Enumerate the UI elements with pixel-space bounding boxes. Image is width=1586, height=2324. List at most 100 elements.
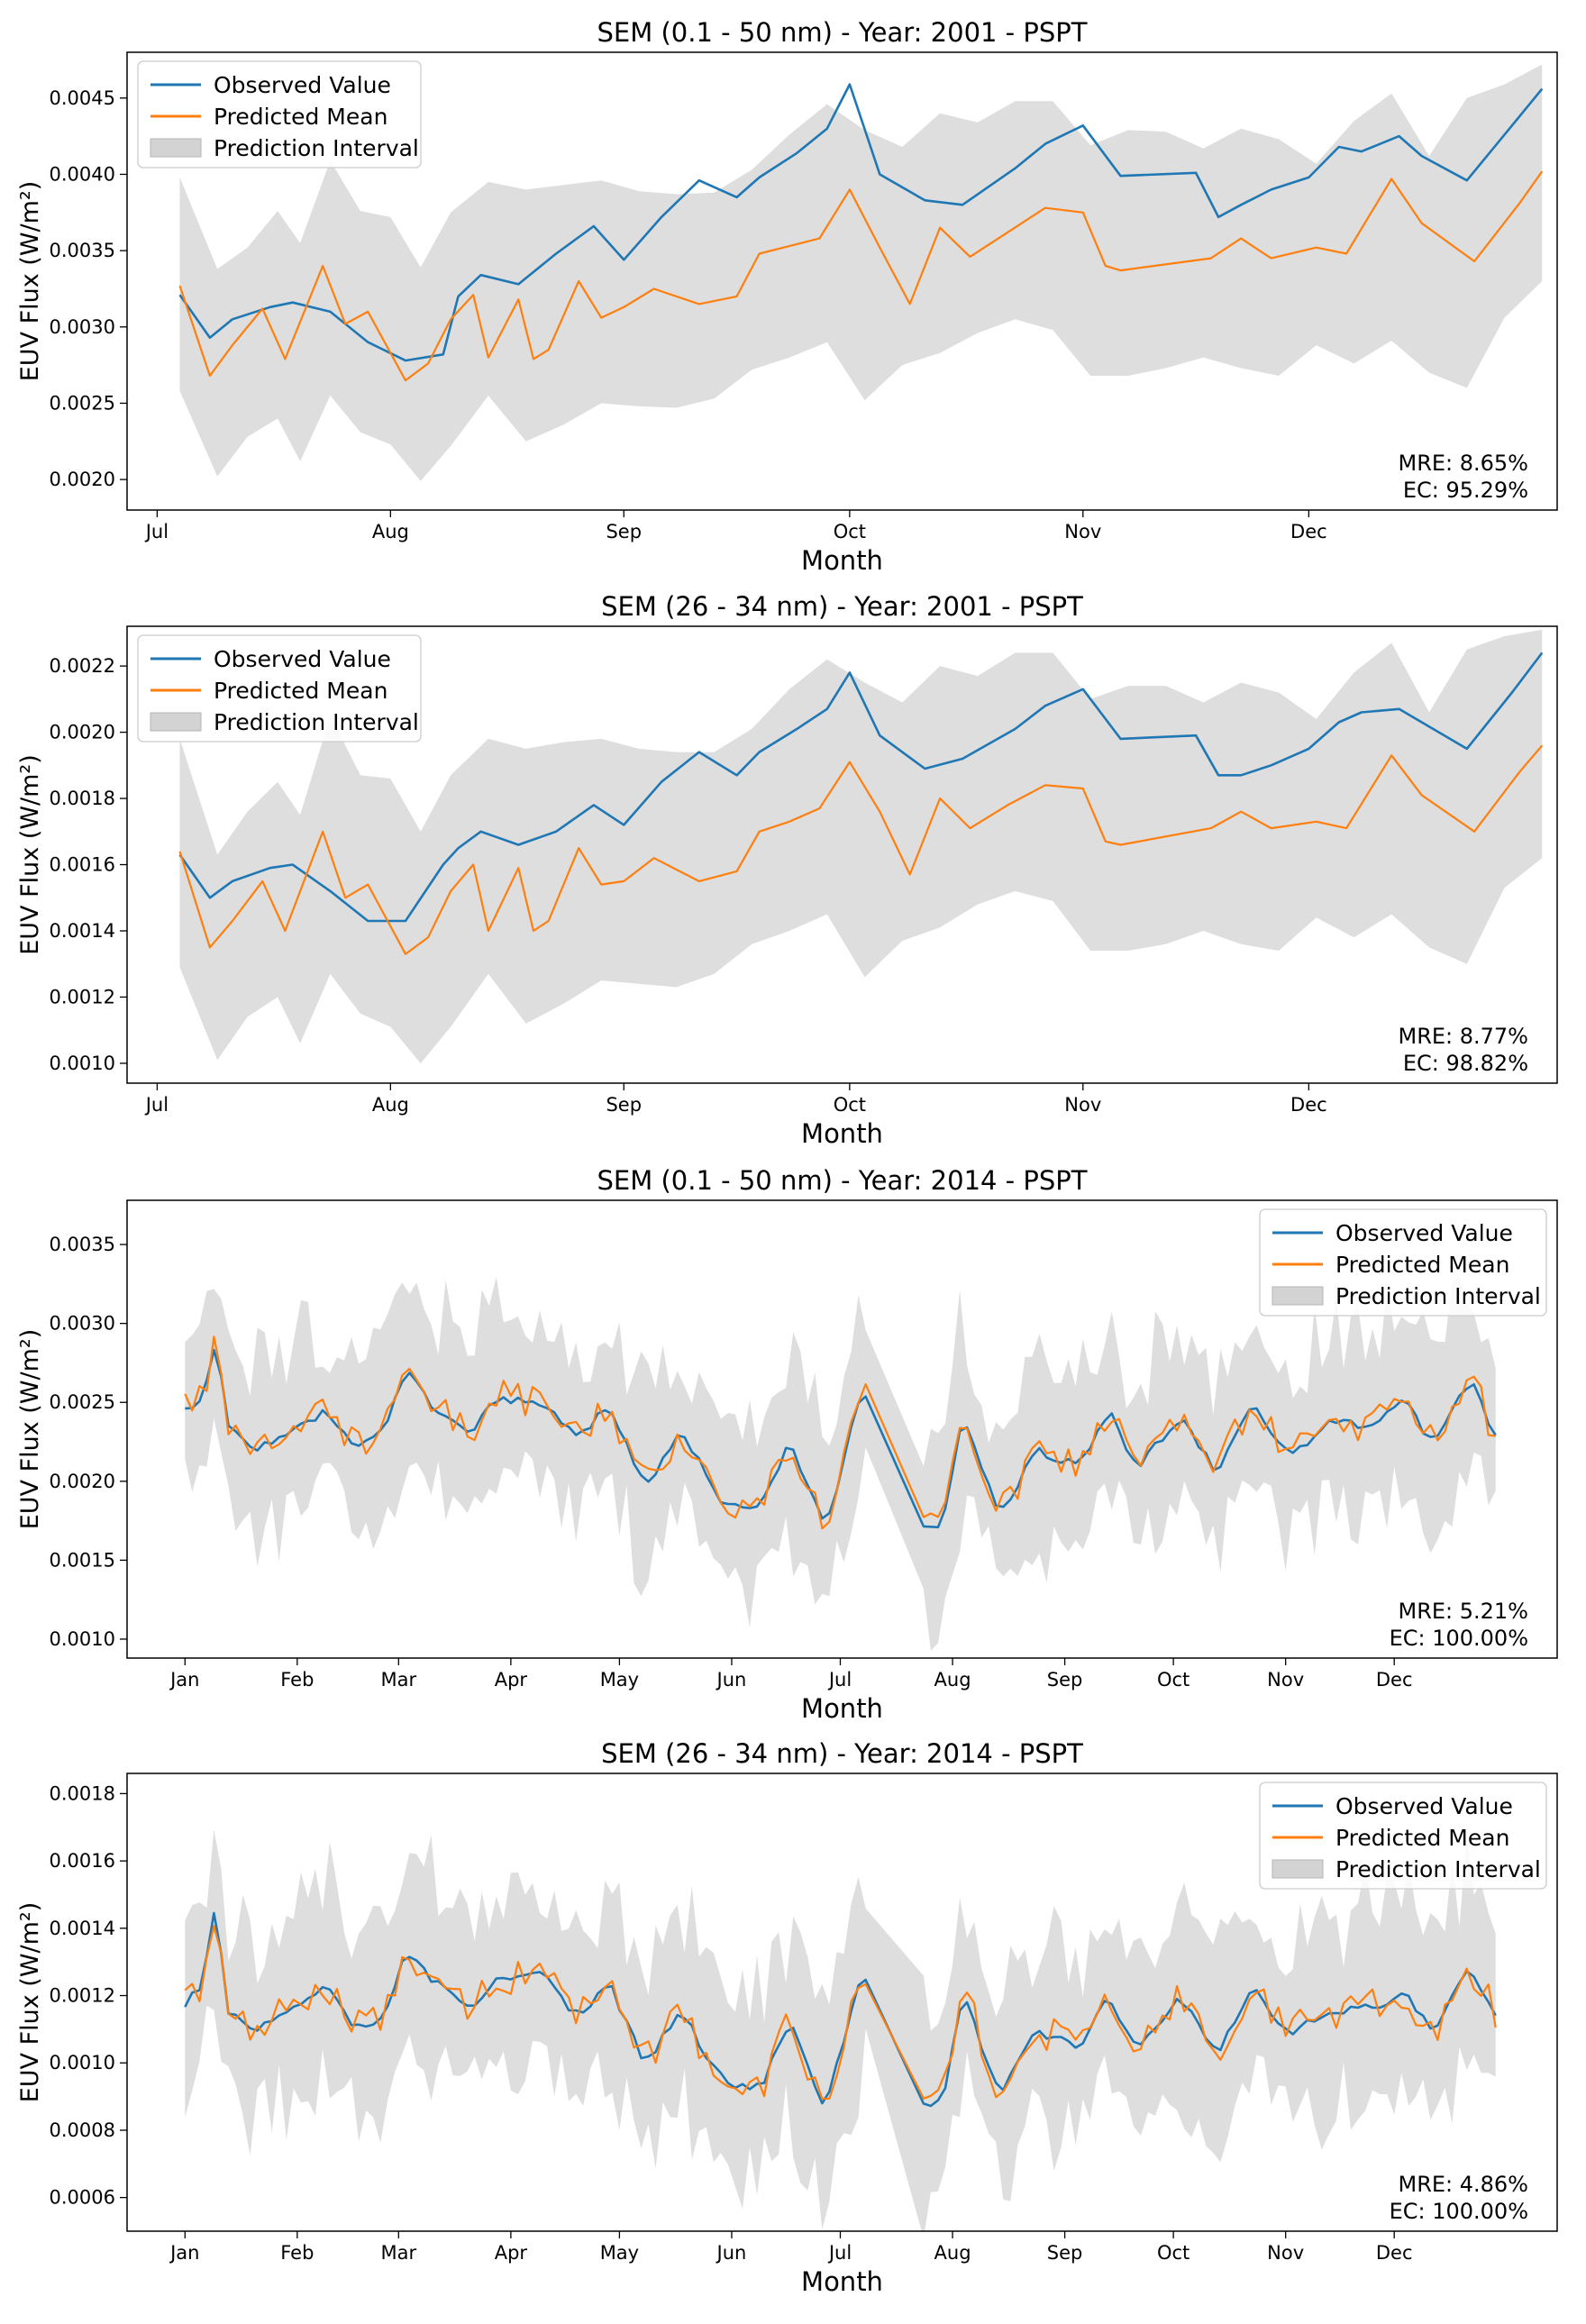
x-tick-label: Nov <box>1267 2242 1304 2264</box>
mre-metric: MRE: 4.86% <box>1398 2172 1528 2197</box>
chart-title: SEM (26 - 34 nm) - Year: 2014 - PSPT <box>601 1738 1083 1769</box>
legend-box <box>137 634 422 743</box>
legend-box <box>1259 1782 1547 1890</box>
plot-area <box>184 1829 1497 2231</box>
x-tick-label: Dec <box>1290 1094 1327 1116</box>
predicted-mean-line <box>178 170 1544 382</box>
y-tick-label: 0.0008 <box>50 2119 115 2141</box>
x-tick-label: May <box>600 1669 639 1691</box>
y-tick-label: 0.0010 <box>50 1053 115 1074</box>
x-tick-label: May <box>600 2242 639 2264</box>
legend-entry: Prediction Interval <box>214 709 419 735</box>
mre-metric: MRE: 8.65% <box>1398 451 1528 476</box>
legend-entry: Observed Value <box>214 646 391 672</box>
y-tick-label: 0.0035 <box>50 1234 115 1255</box>
axes-frame <box>126 51 1558 511</box>
prediction-interval-band <box>185 1829 1496 2231</box>
ec-metric: EC: 100.00% <box>1390 2199 1528 2224</box>
y-tick-label: 0.0015 <box>50 1549 115 1571</box>
observed-value-line <box>178 652 1544 923</box>
y-tick-label: 0.0016 <box>50 1850 115 1872</box>
plot-area <box>178 64 1544 481</box>
chart-1: SEM (0.1 - 50 nm) - Year: 2001 - PSPT 0.0… <box>16 17 1558 576</box>
x-tick-label: Oct <box>1157 1669 1190 1691</box>
axes-frame <box>126 625 1558 1084</box>
x-tick-label: Jan <box>169 2242 199 2264</box>
y-axis-label: EUV Flux (W/m²) <box>16 1329 44 1530</box>
legend-entry: Prediction Interval <box>214 135 419 161</box>
y-tick-label: 0.0030 <box>50 316 115 338</box>
x-tick-label: Jan <box>169 1669 199 1691</box>
chart-title: SEM (0.1 - 50 nm) - Year: 2014 - PSPT <box>597 1165 1088 1196</box>
y-tick-label: 0.0020 <box>50 469 115 490</box>
legend-interval-swatch <box>150 712 202 732</box>
x-tick-label: Aug <box>934 2242 971 2264</box>
y-tick-label: 0.0025 <box>50 392 115 414</box>
legend: Observed Value Predicted Mean Prediction I… <box>137 60 422 169</box>
x-tick-label: Sep <box>606 521 642 542</box>
plot-area <box>178 629 1544 1063</box>
x-tick-label: Mar <box>381 2242 417 2264</box>
observed-value-line <box>184 1911 1497 2108</box>
x-axis-label: Month <box>801 1693 883 1724</box>
y-tick-label: 0.0025 <box>50 1391 115 1413</box>
legend-box <box>137 60 422 169</box>
legend-entry: Observed Value <box>1335 1793 1513 1819</box>
x-axis-label: Month <box>801 1118 883 1149</box>
x-tick-label: Sep <box>606 1094 642 1116</box>
y-tick-label: 0.0030 <box>50 1313 115 1335</box>
x-tick-label: Aug <box>372 1094 409 1116</box>
y-tick-label: 0.0014 <box>50 1918 115 1939</box>
x-tick-label: Jul <box>144 521 169 542</box>
legend-interval-swatch <box>1272 1286 1324 1306</box>
plot-area <box>184 1277 1497 1651</box>
legend: Observed Value Predicted Mean Prediction I… <box>137 634 422 743</box>
x-tick-label: Feb <box>280 2242 314 2264</box>
ec-metric: EC: 95.29% <box>1403 478 1528 503</box>
x-tick-label: Jul <box>144 1094 169 1116</box>
x-axis-label: Month <box>801 545 883 576</box>
y-tick-label: 0.0045 <box>50 87 115 109</box>
legend-entry: Predicted Mean <box>214 104 387 130</box>
y-tick-label: 0.0020 <box>50 722 115 743</box>
x-tick-label: Nov <box>1064 521 1101 542</box>
legend-entry: Predicted Mean <box>1335 1252 1509 1278</box>
y-tick-label: 0.0010 <box>50 2052 115 2073</box>
x-tick-label: Jun <box>716 2242 747 2264</box>
legend: Observed Value Predicted Mean Prediction I… <box>1259 1208 1547 1317</box>
axes-frame <box>126 1773 1558 2232</box>
ec-metric: EC: 98.82% <box>1403 1051 1528 1076</box>
observed-value-line <box>178 83 1544 362</box>
x-tick-label: Jul <box>827 2242 852 2264</box>
y-tick-label: 0.0006 <box>50 2187 115 2209</box>
y-axis-label: EUV Flux (W/m²) <box>16 181 44 382</box>
legend-entry: Observed Value <box>1335 1220 1513 1246</box>
x-tick-label: Dec <box>1376 1669 1413 1691</box>
predicted-mean-line <box>184 1925 1497 2101</box>
x-tick-label: Dec <box>1376 2242 1413 2264</box>
y-tick-label: 0.0035 <box>50 240 115 261</box>
axes-frame <box>126 1199 1558 1659</box>
x-tick-label: Nov <box>1267 1669 1304 1691</box>
legend-entry: Prediction Interval <box>1335 1856 1541 1882</box>
x-tick-label: Apr <box>495 2242 528 2264</box>
x-axis-label: Month <box>801 2266 883 2297</box>
legend-entry: Predicted Mean <box>214 678 387 704</box>
y-tick-label: 0.0020 <box>50 1471 115 1492</box>
x-tick-label: Oct <box>1157 2242 1190 2264</box>
chart-3: SEM (0.1 - 50 nm) - Year: 2014 - PSPT 0.0… <box>16 1165 1558 1724</box>
x-tick-label: Oct <box>834 521 866 542</box>
mre-metric: MRE: 8.77% <box>1398 1024 1528 1049</box>
x-tick-label: Sep <box>1047 2242 1083 2264</box>
y-tick-label: 0.0018 <box>50 1782 115 1804</box>
x-tick-label: Mar <box>381 1669 417 1691</box>
chart-title: SEM (26 - 34 nm) - Year: 2001 - PSPT <box>601 591 1083 622</box>
chart-title: SEM (0.1 - 50 nm) - Year: 2001 - PSPT <box>597 17 1088 48</box>
x-tick-label: Sep <box>1047 1669 1083 1691</box>
y-axis-label: EUV Flux (W/m²) <box>16 1902 44 2103</box>
legend-interval-swatch <box>150 138 202 158</box>
chart-4: SEM (26 - 34 nm) - Year: 2014 - PSPT 0.00… <box>16 1738 1558 2297</box>
x-tick-label: Jun <box>716 1669 747 1691</box>
predicted-mean-line <box>178 744 1544 955</box>
prediction-interval-band <box>179 64 1543 481</box>
